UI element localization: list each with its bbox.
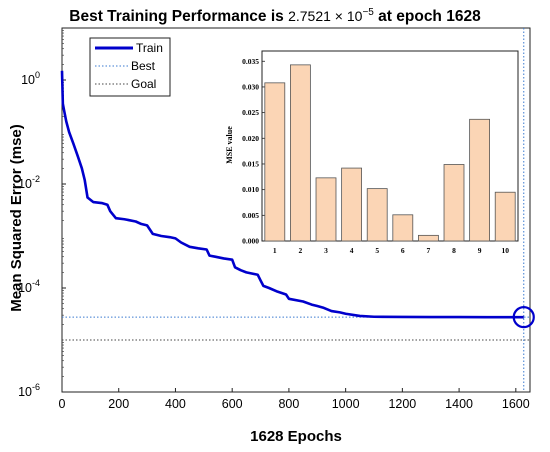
x-axis-label: 1628 Epochs — [250, 428, 342, 445]
y-axis-label: Mean Squared Error (mse) — [8, 124, 25, 312]
inset-y-axis-label: MSE value — [225, 126, 234, 164]
inset-bar — [366, 188, 388, 242]
y-tick-label: 100 — [21, 70, 40, 87]
x-tick-label: 1200 — [388, 397, 416, 411]
inset-bar-chart: 0.000 0.005 0.010 0.015 0.020 0.025 0.030 0.035… — [225, 50, 519, 255]
x-tick-label: 1400 — [445, 397, 473, 411]
legend: Train Best Goal — [89, 37, 171, 97]
y-axis: 10-6 10-4 10-2 100 — [18, 30, 66, 399]
inset-x-tick-label: 2 — [299, 246, 303, 255]
inset-y-axis: 0.000 0.005 0.010 0.015 0.020 0.025 0.030 0.035 — [242, 57, 265, 246]
inset-bar — [290, 64, 311, 242]
chart-title: Best Training Performance is 2.7521 × 10… — [69, 7, 481, 25]
best-point-marker — [512, 306, 535, 329]
inset-y-tick-label: 0.035 — [242, 57, 259, 66]
inset-x-tick-label: 4 — [350, 246, 354, 255]
inset-y-tick-label: 0.025 — [242, 108, 259, 117]
inset-x-tick-label: 10 — [501, 246, 509, 255]
y-tick-label: 10-2 — [18, 174, 40, 191]
inset-x-tick-label: 3 — [324, 246, 328, 255]
y-tick-label: 10-6 — [18, 382, 40, 399]
x-tick-label: 600 — [222, 397, 243, 411]
inset-y-tick-label: 0.000 — [242, 237, 259, 246]
y-tick-label: 10-4 — [18, 278, 40, 295]
plot-lines — [60, 28, 535, 392]
inset-x-tick-label: 1 — [273, 246, 277, 255]
x-tick-label: 1000 — [332, 397, 360, 411]
x-tick-label: 800 — [278, 397, 299, 411]
inset-x-tick-label: 6 — [401, 246, 405, 255]
inset-bars — [264, 64, 516, 242]
inset-x-tick-label: 5 — [375, 246, 379, 255]
inset-bar — [315, 177, 337, 242]
inset-y-tick-label: 0.030 — [242, 82, 259, 91]
inset-bar — [494, 191, 516, 242]
x-tick-label: 400 — [165, 397, 186, 411]
inset-bar — [341, 167, 362, 242]
inset-x-tick-label: 8 — [452, 246, 456, 255]
inset-bar — [264, 82, 286, 242]
x-tick-label: 1600 — [502, 397, 530, 411]
inset-bar — [392, 214, 414, 242]
inset-y-tick-label: 0.010 — [242, 185, 259, 194]
inset-bar — [443, 164, 465, 242]
legend-label-goal: Goal — [131, 77, 156, 91]
inset-bar — [418, 234, 439, 242]
inset-bar — [469, 118, 490, 242]
x-tick-label: 200 — [108, 397, 129, 411]
x-axis: 0 200 400 600 800 1000 1200 1400 1600 — [59, 388, 530, 411]
legend-label-train: Train — [136, 41, 163, 55]
inset-x-tick-label: 7 — [427, 246, 431, 255]
inset-y-tick-label: 0.015 — [242, 159, 259, 168]
inset-x-tick-label: 9 — [478, 246, 482, 255]
inset-y-tick-label: 0.020 — [242, 134, 259, 143]
train-curve — [60, 70, 524, 319]
x-tick-label: 0 — [59, 397, 66, 411]
inset-y-tick-label: 0.005 — [242, 211, 259, 220]
inset-x-axis: 1 2 3 4 5 6 7 8 9 10 — [273, 246, 509, 255]
legend-label-best: Best — [131, 59, 156, 73]
